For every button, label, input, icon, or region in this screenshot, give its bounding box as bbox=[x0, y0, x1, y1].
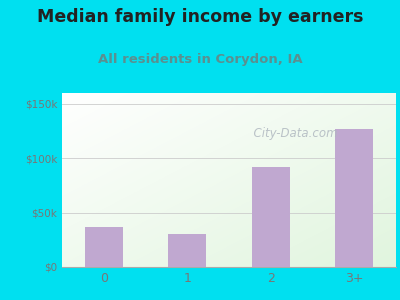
Bar bbox=[168, 234, 206, 267]
Text: Median family income by earners: Median family income by earners bbox=[37, 8, 363, 26]
Text: City-Data.com: City-Data.com bbox=[246, 127, 337, 140]
Bar bbox=[336, 129, 373, 267]
Bar bbox=[252, 167, 290, 267]
Text: All residents in Corydon, IA: All residents in Corydon, IA bbox=[98, 52, 302, 65]
Bar bbox=[85, 227, 122, 267]
